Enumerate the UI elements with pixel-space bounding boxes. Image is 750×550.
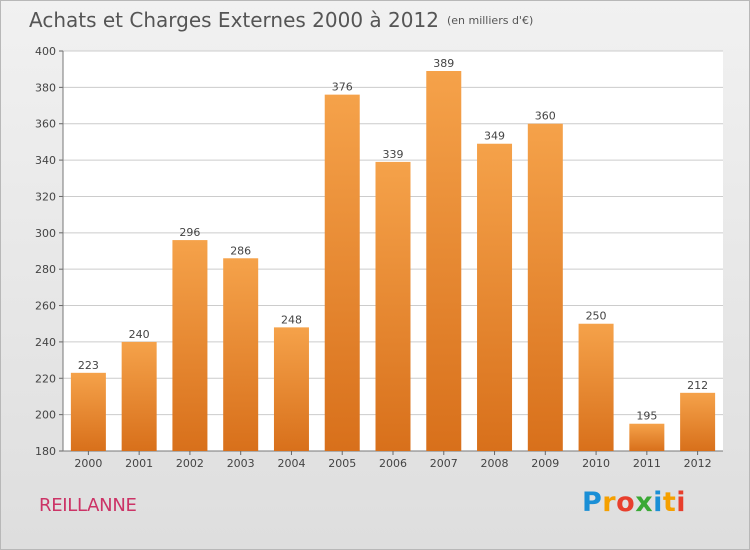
data-label: 349 — [484, 130, 505, 143]
y-tick-label: 200 — [35, 409, 56, 422]
x-tick-label: 2012 — [684, 457, 712, 470]
logo-letter: x — [635, 487, 654, 518]
bar — [527, 123, 563, 452]
y-tick-label: 380 — [35, 81, 56, 94]
x-tick-label: 2009 — [531, 457, 559, 470]
logo-letter: i — [653, 487, 663, 518]
y-tick-label: 300 — [35, 227, 56, 240]
x-tick-label: 2000 — [74, 457, 102, 470]
town-name: REILLANNE — [39, 495, 137, 516]
bar — [273, 327, 309, 451]
chart-unit: (en milliers d'€) — [446, 14, 534, 27]
bar — [223, 258, 259, 451]
y-tick-label: 180 — [35, 445, 56, 458]
data-label: 240 — [129, 328, 150, 341]
y-tick-label: 360 — [35, 118, 56, 131]
logo-letter: o — [616, 487, 636, 518]
y-tick-label: 240 — [35, 336, 56, 349]
bar — [172, 240, 208, 451]
bar — [324, 94, 360, 452]
x-tick-label: 2004 — [277, 457, 305, 470]
data-label: 339 — [383, 148, 404, 161]
x-tick-label: 2003 — [227, 457, 255, 470]
y-tick-label: 320 — [35, 190, 56, 203]
data-label: 223 — [78, 359, 99, 372]
y-tick-label: 280 — [35, 263, 56, 276]
y-tick-label: 260 — [35, 300, 56, 313]
bar — [578, 323, 614, 451]
bar — [426, 71, 462, 451]
logo-letter: t — [662, 487, 677, 518]
data-label: 360 — [535, 110, 556, 123]
data-label: 376 — [332, 81, 353, 94]
data-label: 250 — [586, 310, 607, 323]
y-tick-label: 400 — [35, 45, 56, 58]
proxiti-logo: Proxiti — [582, 487, 686, 518]
x-tick-label: 2005 — [328, 457, 356, 470]
x-tick-label: 2011 — [633, 457, 661, 470]
x-tick-label: 2008 — [481, 457, 509, 470]
x-tick-label: 2001 — [125, 457, 153, 470]
x-tick-label: 2010 — [582, 457, 610, 470]
data-label: 389 — [433, 57, 454, 70]
chart-title: Achats et Charges Externes 2000 à 2012 (e… — [29, 8, 533, 32]
logo-letter: i — [676, 487, 687, 518]
bar — [629, 423, 665, 451]
x-tick-label: 2002 — [176, 457, 204, 470]
bar — [70, 372, 106, 451]
bar — [477, 143, 513, 451]
y-tick-label: 220 — [35, 372, 56, 385]
logo-letter: P — [582, 487, 603, 518]
data-label: 195 — [636, 410, 657, 423]
x-tick-label: 2006 — [379, 457, 407, 470]
data-label: 248 — [281, 313, 302, 326]
logo-letter: r — [602, 487, 617, 518]
bar — [121, 341, 157, 451]
x-tick-label: 2007 — [430, 457, 458, 470]
bar — [680, 392, 716, 451]
bar — [375, 161, 411, 451]
data-label: 212 — [687, 379, 708, 392]
y-tick-label: 340 — [35, 154, 56, 167]
chart-title-text: Achats et Charges Externes 2000 à 2012 — [29, 8, 439, 32]
data-label: 296 — [179, 226, 200, 239]
data-label: 286 — [230, 244, 251, 257]
